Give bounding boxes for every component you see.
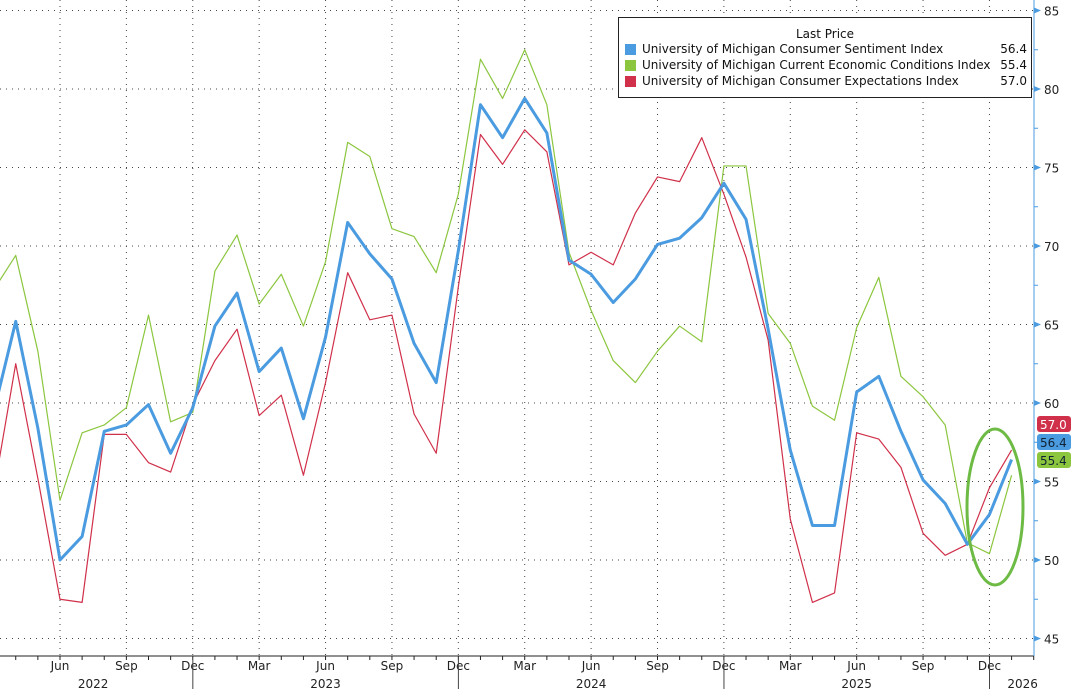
y-tick-label: 45 bbox=[1044, 633, 1059, 647]
x-tick-label: Sep bbox=[115, 659, 138, 673]
x-tick-label: Jun bbox=[315, 659, 335, 673]
legend: Last Price University of Michigan Consum… bbox=[618, 17, 1032, 98]
x-tick-label: Mar bbox=[779, 659, 802, 673]
last-value-tag bbox=[1037, 452, 1071, 468]
last-value-label: 56.4 bbox=[1040, 436, 1067, 450]
year-label: 2025 bbox=[841, 677, 872, 689]
y-tick-marker bbox=[1034, 164, 1041, 171]
legend-swatch bbox=[625, 43, 636, 55]
last-value-tag bbox=[1037, 434, 1071, 450]
series-line-sentiment bbox=[0, 96, 1013, 562]
series-line-expectations bbox=[0, 129, 1013, 603]
x-tick-label: Sep bbox=[912, 659, 935, 673]
x-tick-label: Jun bbox=[50, 659, 70, 673]
legend-swatch bbox=[625, 75, 636, 87]
legend-swatch bbox=[625, 59, 636, 71]
y-tick-label: 60 bbox=[1044, 397, 1059, 411]
y-tick-label: 80 bbox=[1044, 83, 1059, 97]
legend-item: University of Michigan Consumer Sentimen… bbox=[619, 41, 1031, 57]
y-tick-label: 65 bbox=[1044, 319, 1059, 333]
x-tick-label: Mar bbox=[513, 659, 536, 673]
y-tick-label: 85 bbox=[1044, 5, 1059, 19]
y-tick-marker bbox=[1034, 7, 1041, 14]
y-tick-marker bbox=[1034, 478, 1041, 485]
legend-value: 57.0 bbox=[1000, 74, 1027, 88]
x-tick-label: Jun bbox=[846, 659, 866, 673]
year-label: 2026 bbox=[1007, 677, 1038, 689]
y-tick-marker bbox=[1034, 321, 1041, 328]
y-tick-label: 70 bbox=[1044, 240, 1059, 254]
y-tick-marker bbox=[1034, 86, 1041, 92]
x-tick-label: Sep bbox=[646, 659, 669, 673]
y-tick-marker bbox=[1034, 635, 1041, 642]
year-label: 2022 bbox=[78, 677, 109, 689]
legend-item: University of Michigan Current Economic … bbox=[619, 57, 1031, 73]
legend-title: Last Price bbox=[795, 27, 855, 41]
series-line-current-conditions bbox=[0, 49, 1013, 555]
annotation-ellipse bbox=[965, 427, 1025, 587]
legend-label: University of Michigan Current Economic … bbox=[642, 58, 991, 72]
legend-label: University of Michigan Consumer Sentimen… bbox=[642, 42, 944, 56]
y-tick-label: 50 bbox=[1044, 554, 1059, 568]
y-tick-marker bbox=[1034, 243, 1041, 249]
last-value-label: 57.0 bbox=[1040, 418, 1067, 432]
y-tick-marker bbox=[1034, 557, 1041, 563]
x-tick-label: Sep bbox=[381, 659, 404, 673]
legend-item: University of Michigan Consumer Expectat… bbox=[619, 73, 1031, 89]
legend-value: 56.4 bbox=[1000, 42, 1027, 56]
last-value-tag bbox=[1037, 416, 1071, 432]
year-label: 2023 bbox=[310, 677, 341, 689]
x-tick-label: Jun bbox=[581, 659, 601, 673]
last-value-label: 55.4 bbox=[1040, 454, 1067, 468]
legend-label: University of Michigan Consumer Expectat… bbox=[642, 74, 959, 88]
y-tick-label: 55 bbox=[1044, 476, 1059, 490]
y-tick-marker bbox=[1034, 400, 1041, 406]
legend-value: 55.4 bbox=[1000, 58, 1027, 72]
x-tick-label: Mar bbox=[248, 659, 271, 673]
y-tick-label: 75 bbox=[1044, 162, 1059, 176]
year-label: 2024 bbox=[576, 677, 607, 689]
